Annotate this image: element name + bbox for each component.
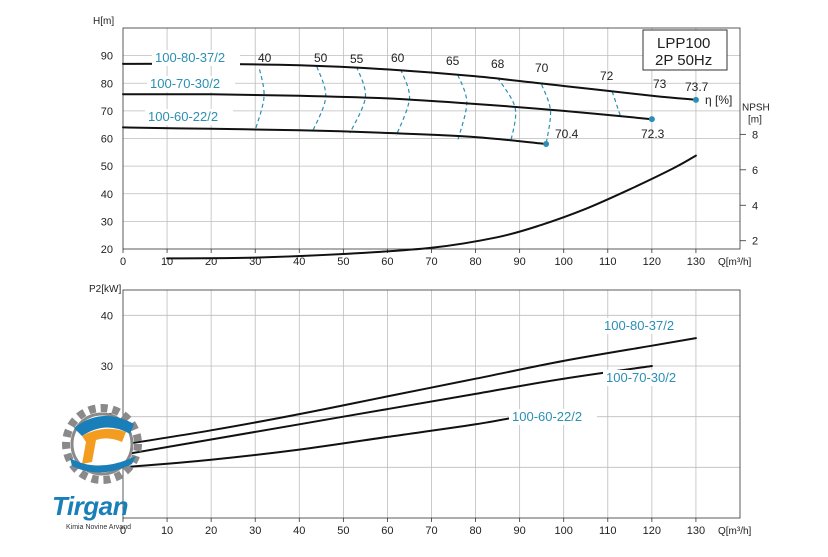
efficiency-label-70.4: 70.4 (555, 127, 579, 141)
head-x-tick-label: 50 (337, 256, 349, 268)
power-x-tick-label: 100 (555, 525, 573, 537)
series-label-100-60-22-2: 100-60-22/2 (148, 109, 218, 124)
power-x-tick-label: 30 (249, 525, 261, 537)
power-x-tick-label: 10 (161, 525, 173, 537)
head-y-tick-label: 80 (101, 78, 113, 90)
head-x-tick-label: 120 (643, 256, 661, 268)
series-label-100-80-37-2: 100-80-37/2 (155, 50, 225, 65)
npsh-tick-label: 4 (752, 200, 758, 212)
logo-subtitle: Kimia Novine Arvand (66, 524, 131, 531)
head-y-tick-label: 40 (101, 189, 113, 201)
head-x-tick-label: 100 (555, 256, 573, 268)
iso-efficiency-curve-68 (497, 77, 517, 142)
power-x-tick-label: 130 (687, 525, 705, 537)
head-curve-1 (122, 93, 653, 121)
power-x-tick-label: 120 (643, 525, 661, 537)
head-y-tick-label: 60 (101, 134, 113, 146)
head-x-tick-label: 60 (381, 256, 393, 268)
head-curve-end-point (543, 141, 550, 148)
npsh-axis-label: NPSH (742, 102, 770, 113)
head-x-tick-label: 130 (687, 256, 705, 268)
power-x-tick-label: 50 (337, 525, 349, 537)
power-y-tick-label: 30 (101, 361, 113, 373)
efficiency-label-68: 68 (491, 57, 505, 71)
head-x-tick-label: 70 (425, 256, 437, 268)
head-y-axis-label: H[m] (93, 16, 114, 27)
power-series-label-100-70-30-2: 100-70-30/2 (606, 370, 676, 385)
iso-efficiency-curve-70 (541, 84, 552, 145)
gear-logo-icon (62, 404, 142, 484)
series-label-bg (147, 76, 235, 92)
iso-efficiency-curve-55 (349, 66, 367, 134)
efficiency-label-55: 55 (350, 52, 364, 66)
tirgan-logo: Tirgan Kimia Novine Arvand (52, 400, 162, 540)
head-y-tick-label: 90 (101, 51, 113, 63)
npsh-tick-label: 6 (752, 165, 758, 177)
power-series-label-bg (509, 409, 597, 425)
model-title-box (642, 29, 728, 71)
head-x-axis-label: Q[m³/h] (718, 257, 752, 268)
head-x-tick-label: 80 (469, 256, 481, 268)
head-y-tick-label: 20 (101, 244, 113, 256)
iso-efficiency-curve-72 (611, 91, 622, 118)
efficiency-label-72: 72 (600, 69, 614, 83)
series-label-bg (152, 50, 240, 66)
power-x-axis-label: Q[m³/h] (718, 526, 752, 537)
iso-efficiency-curve-65 (457, 74, 468, 141)
power-x-tick-label: 70 (425, 525, 437, 537)
head-curve-end-point (692, 96, 699, 103)
head-x-tick-label: 0 (120, 256, 126, 268)
efficiency-label-50: 50 (314, 51, 328, 65)
iso-efficiency-curve-40 (254, 69, 265, 131)
efficiency-label-72.3: 72.3 (641, 127, 665, 141)
head-y-tick-label: 50 (101, 161, 113, 173)
npsh-curve (166, 154, 697, 260)
head-x-tick-label: 90 (514, 256, 526, 268)
power-x-tick-label: 0 (120, 525, 126, 537)
head-y-tick-label: 70 (101, 106, 113, 118)
power-series-label-100-80-37-2: 100-80-37/2 (604, 318, 674, 333)
power-x-tick-label: 20 (205, 525, 217, 537)
power-x-tick-label: 60 (381, 525, 393, 537)
npsh-tick-label: 8 (752, 129, 758, 141)
head-x-tick-label: 110 (599, 256, 617, 268)
power-series-label-bg (603, 370, 691, 386)
efficiency-label-65: 65 (446, 54, 460, 68)
power-series-label-bg (601, 318, 689, 334)
efficiency-label-40: 40 (258, 51, 272, 65)
npsh-axis-unit: [m] (748, 114, 762, 125)
model-title: LPP100 (657, 35, 710, 52)
npsh-tick-label: 2 (752, 236, 758, 248)
model-subtitle: 2P 50Hz (655, 52, 712, 69)
power-y-axis-label: P2[kW] (89, 284, 121, 295)
power-series-label-100-60-22-2: 100-60-22/2 (512, 409, 582, 424)
efficiency-label-60: 60 (391, 51, 405, 65)
power-x-tick-label: 110 (599, 525, 617, 537)
eta-label: η [%] (705, 93, 732, 107)
head-x-tick-label: 30 (249, 256, 261, 268)
power-y-tick-label: 40 (101, 310, 113, 322)
power-curve-1 (122, 365, 653, 456)
power-curve-2 (122, 410, 548, 469)
series-label-100-70-30-2: 100-70-30/2 (150, 76, 220, 91)
efficiency-label-73: 73 (653, 77, 667, 91)
head-curve-end-point (648, 116, 655, 123)
power-x-tick-label: 90 (514, 525, 526, 537)
iso-efficiency-curve-60 (395, 69, 411, 136)
power-curve-0 (122, 337, 697, 446)
power-x-tick-label: 80 (469, 525, 481, 537)
power-x-tick-label: 40 (293, 525, 305, 537)
iso-efficiency-curve-50 (311, 66, 327, 132)
efficiency-label-70: 70 (535, 61, 549, 75)
series-label-bg (145, 109, 233, 125)
head-x-tick-label: 40 (293, 256, 305, 268)
efficiency-label-73.7: 73.7 (685, 80, 709, 94)
head-curve-2 (122, 126, 548, 145)
head-y-tick-label: 30 (101, 216, 113, 228)
logo-wordmark: Tirgan (52, 491, 128, 521)
